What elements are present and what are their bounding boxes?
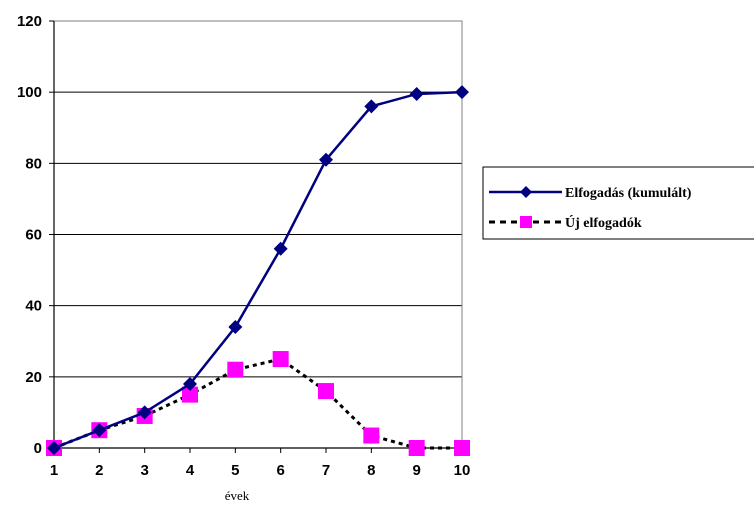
gridlines [54, 20, 462, 378]
x-tick-label: 8 [367, 462, 375, 479]
data-point [92, 423, 107, 438]
x-tick-label: 4 [186, 462, 195, 479]
y-tick-label: 0 [34, 440, 42, 457]
data-point [408, 440, 425, 456]
y-tick-label: 40 [25, 298, 42, 315]
x-tick-label: 2 [95, 462, 103, 479]
y-axis-ticks: 0 20 40 60 80 100 120 [17, 13, 54, 457]
y-tick-label: 120 [17, 13, 42, 30]
x-tick-label: 5 [231, 462, 239, 479]
y-tick-label: 100 [17, 84, 42, 101]
legend-label: Új elfogadók [565, 214, 642, 231]
series-2 [46, 351, 470, 456]
legend-item-1: Elfogadás (kumulált) [489, 186, 692, 201]
data-point [273, 241, 288, 256]
data-point [319, 152, 333, 167]
data-point [409, 86, 424, 101]
data-point [183, 376, 197, 391]
data-point [363, 427, 380, 444]
series-layer [46, 85, 470, 456]
x-tick-label: 10 [454, 462, 471, 479]
data-point [228, 320, 243, 335]
y-tick-label: 80 [25, 155, 42, 172]
y-tick-label: 60 [25, 227, 42, 244]
legend: Elfogadás (kumulált) Új elfogadók [482, 166, 754, 240]
x-tick-label: 6 [276, 462, 284, 479]
legend-marker [520, 216, 532, 228]
series-line [53, 357, 462, 450]
data-point [455, 85, 469, 100]
x-tick-label: 7 [322, 462, 330, 479]
data-point [364, 99, 379, 114]
x-axis-ticks: 1 2 3 4 5 6 7 8 9 10 [50, 448, 471, 479]
series-1 [47, 85, 469, 455]
x-axis-title: évek [225, 488, 250, 503]
data-point [318, 383, 334, 400]
legend-item-2: Új elfogadók [489, 214, 642, 231]
data-point [182, 386, 198, 403]
series-line [53, 90, 463, 450]
x-tick-label: 1 [50, 462, 58, 479]
legend-label: Elfogadás (kumulált) [565, 186, 692, 201]
legend-marker [520, 186, 532, 198]
x-tick-label: 3 [140, 462, 148, 479]
data-point [227, 361, 244, 378]
data-point [272, 351, 289, 368]
data-point [137, 405, 152, 420]
x-tick-label: 9 [412, 462, 420, 479]
data-point [454, 440, 470, 456]
y-tick-label: 20 [25, 369, 42, 386]
data-point [47, 441, 61, 455]
